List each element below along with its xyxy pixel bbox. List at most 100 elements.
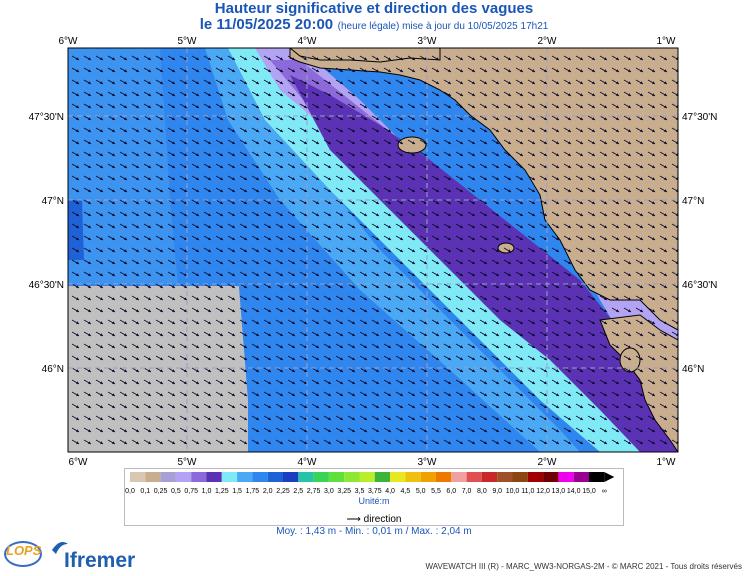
direction-arrowhead (268, 213, 271, 216)
direction-arrowhead (148, 405, 151, 408)
direction-arrowhead (148, 225, 151, 228)
direction-arrowhead (532, 93, 535, 96)
direction-arrowhead (640, 321, 643, 324)
direction-arrowhead (304, 81, 307, 84)
direction-arrowhead (424, 261, 427, 264)
legend-label: 7,0 (462, 488, 472, 495)
lon-ticks-bottom: 6°W 5°W 4°W 3°W 2°W 1°W (69, 457, 677, 468)
direction-arrowhead (148, 177, 151, 180)
direction-arrowhead (160, 117, 163, 120)
direction-arrowhead (316, 165, 319, 168)
direction-arrowhead (388, 165, 391, 168)
direction-arrowhead (508, 153, 511, 156)
direction-arrowhead (496, 393, 499, 396)
direction-arrowhead (196, 177, 199, 180)
direction-arrowhead (160, 417, 163, 420)
direction-arrowhead (328, 369, 331, 372)
direction-arrowhead (196, 81, 199, 84)
direction-arrowhead (412, 417, 415, 420)
direction-arrowhead (544, 153, 547, 156)
direction-arrowhead (556, 117, 559, 120)
direction-arrowhead (520, 393, 523, 396)
direction-arrowhead (424, 417, 427, 420)
color-scale: 0,0 0,1 0,25 0,5 0,75 1,0 1,25 1,5 1,75 2,0 2,25 2,… (125, 472, 615, 495)
direction-arrowhead (184, 273, 187, 276)
direction-arrowhead (328, 273, 331, 276)
direction-arrowhead (400, 309, 403, 312)
direction-arrowhead (640, 117, 643, 120)
direction-arrowhead (640, 309, 643, 312)
direction-arrowhead (268, 153, 271, 156)
direction-arrowhead (88, 237, 91, 240)
direction-arrowhead (352, 261, 355, 264)
direction-arrowhead (412, 201, 415, 204)
direction-arrowhead (376, 441, 379, 444)
direction-arrowhead (388, 333, 391, 336)
direction-arrowhead (316, 273, 319, 276)
direction-arrowhead (220, 213, 223, 216)
direction-arrowhead (124, 153, 127, 156)
direction-arrowhead (424, 69, 427, 72)
direction-arrowhead (172, 177, 175, 180)
direction-arrowhead (580, 93, 583, 96)
direction-arrowhead (112, 321, 115, 324)
direction-arrowhead (640, 429, 643, 432)
direction-arrowhead (208, 369, 211, 372)
direction-arrowhead (364, 141, 367, 144)
direction-arrowhead (112, 381, 115, 384)
direction-arrowhead (532, 57, 535, 60)
direction-arrowhead (268, 69, 271, 72)
direction-arrowhead (208, 237, 211, 240)
direction-arrowhead (508, 201, 511, 204)
direction-arrowhead (580, 117, 583, 120)
direction-arrowhead (76, 249, 79, 252)
direction-arrowhead (400, 201, 403, 204)
direction-arrowhead (556, 249, 559, 252)
direction-arrowhead (172, 345, 175, 348)
direction-arrowhead (364, 225, 367, 228)
direction-arrowhead (520, 93, 523, 96)
direction-arrowhead (628, 309, 631, 312)
direction-arrowhead (220, 393, 223, 396)
direction-arrowhead (352, 177, 355, 180)
direction-arrowhead (532, 213, 535, 216)
direction-arrowhead (580, 201, 583, 204)
direction-arrowhead (100, 357, 103, 360)
direction-arrowhead (640, 57, 643, 60)
direction-arrowhead (532, 321, 535, 324)
direction-arrowhead (544, 417, 547, 420)
direction-arrowhead (280, 285, 283, 288)
direction-arrowhead (244, 225, 247, 228)
direction-arrowhead (196, 189, 199, 192)
direction-arrowhead (220, 261, 223, 264)
direction-arrowhead (172, 441, 175, 444)
direction-arrowhead (124, 261, 127, 264)
direction-arrowhead (520, 81, 523, 84)
direction-arrowhead (160, 357, 163, 360)
direction-arrowhead (196, 345, 199, 348)
direction-arrowhead (640, 213, 643, 216)
direction-arrowhead (472, 273, 475, 276)
direction-arrowhead (364, 177, 367, 180)
direction-arrowhead (172, 81, 175, 84)
direction-arrowhead (328, 297, 331, 300)
direction-arrowhead (604, 309, 607, 312)
direction-arrowhead (220, 321, 223, 324)
direction-arrowhead (484, 129, 487, 132)
direction-arrowhead (364, 69, 367, 72)
direction-arrowhead (388, 57, 391, 60)
direction-arrowhead (328, 141, 331, 144)
direction-arrowhead (136, 165, 139, 168)
direction-arrowhead (124, 225, 127, 228)
direction-arrowhead (316, 225, 319, 228)
direction-arrowhead (604, 69, 607, 72)
direction-arrowhead (316, 297, 319, 300)
direction-arrowhead (232, 81, 235, 84)
direction-arrowhead (424, 141, 427, 144)
direction-arrowhead (520, 225, 523, 228)
direction-arrowhead (640, 225, 643, 228)
direction-arrowhead (184, 93, 187, 96)
direction-arrowhead (184, 81, 187, 84)
direction-arrowhead (340, 141, 343, 144)
direction-arrowhead (256, 393, 259, 396)
